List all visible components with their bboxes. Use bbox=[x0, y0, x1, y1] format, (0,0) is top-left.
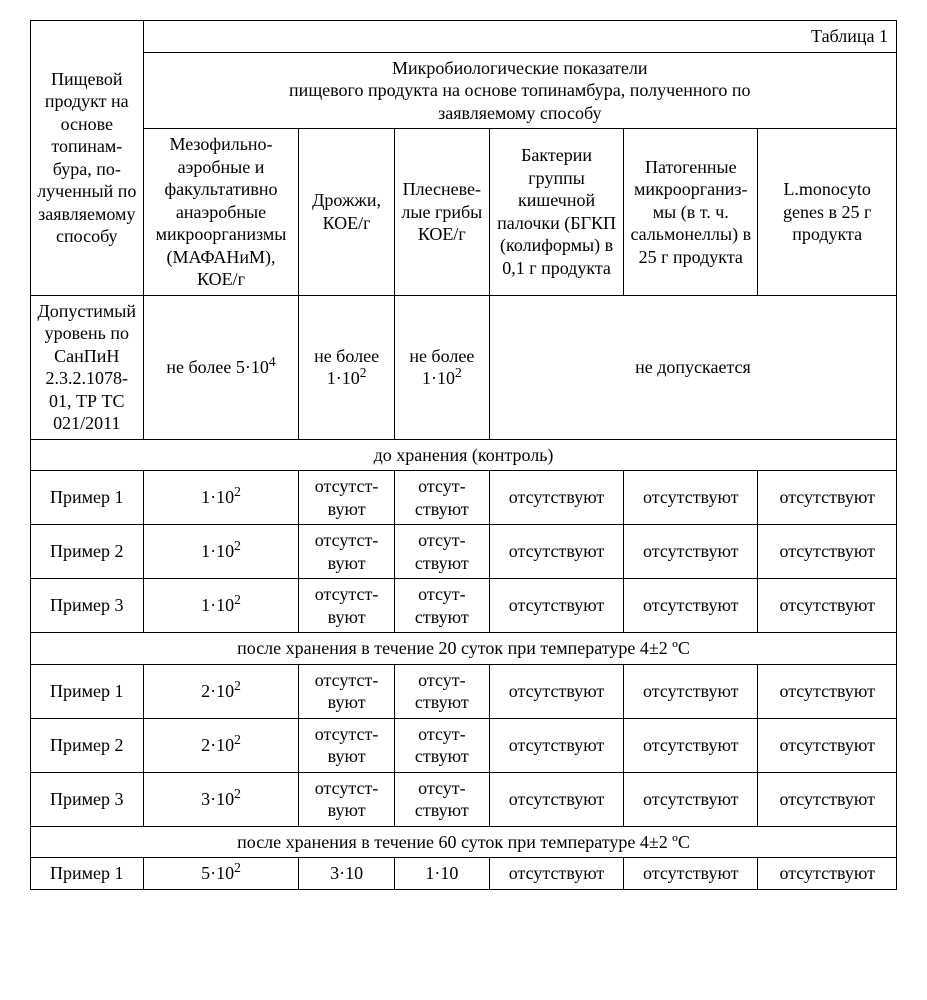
limit-c2: не более 1·102 bbox=[299, 295, 394, 439]
limit-label: Допусти­мый уро­вень по СанПиН 2.3.2.107… bbox=[31, 295, 144, 439]
cell-absent: отсутству­ют bbox=[489, 858, 623, 890]
cell-value: 1·102 bbox=[143, 525, 299, 579]
cell-absent: отсут­ствуют bbox=[394, 664, 489, 718]
cell-absent: отсутству­ют bbox=[758, 772, 897, 826]
cell-value: 3·102 bbox=[143, 772, 299, 826]
cell-absent: отсутству­ют bbox=[758, 525, 897, 579]
limit-row: Допусти­мый уро­вень по СанПиН 2.3.2.107… bbox=[31, 295, 897, 439]
table-row: Пример 1 2·102 отсутст­вуют отсут­ствуют… bbox=[31, 664, 897, 718]
cell-absent: отсутст­вуют bbox=[299, 471, 394, 525]
cell-absent: отсутству­ют bbox=[624, 525, 758, 579]
row-label: Пример 3 bbox=[31, 772, 144, 826]
row-header-main: Пищевой продукт на основе топинам­бура, … bbox=[31, 21, 144, 296]
cell-absent: отсутству­ют bbox=[489, 718, 623, 772]
table-row: Пример 2 2·102 отсутст­вуют отсут­ствуют… bbox=[31, 718, 897, 772]
table-number-label: Таблица 1 bbox=[143, 21, 896, 53]
section-60d: после хранения в течение 60 суток при те… bbox=[31, 826, 897, 858]
column-headers-row: Мезофильно-аэробные и факультатив­но ана… bbox=[31, 129, 897, 296]
main-header: Микробиологические показатели пищевого п… bbox=[143, 52, 896, 129]
microbio-table: Пищевой продукт на основе топинам­бура, … bbox=[30, 20, 897, 890]
table-row: Пример 3 3·102 отсутст­вуют отсут­ствуют… bbox=[31, 772, 897, 826]
cell-absent: отсутст­вуют bbox=[299, 664, 394, 718]
cell-absent: отсутст­вуют bbox=[299, 525, 394, 579]
section-20d: после хранения в течение 20 суток при те… bbox=[31, 633, 897, 665]
cell-absent: отсут­ствуют bbox=[394, 579, 489, 633]
row-label: Пример 2 bbox=[31, 718, 144, 772]
cell-absent: отсутству­ют bbox=[624, 471, 758, 525]
main-header-row: Микробиологические показатели пищевого п… bbox=[31, 52, 897, 129]
section3-label: после хранения в течение 60 суток при те… bbox=[31, 826, 897, 858]
cell-absent: отсутству­ют bbox=[758, 664, 897, 718]
cell-absent: отсутству­ют bbox=[624, 664, 758, 718]
limit-c1: не более 5·104 bbox=[143, 295, 299, 439]
cell-absent: отсутству­ют bbox=[758, 718, 897, 772]
cell-value: 5·102 bbox=[143, 858, 299, 890]
cell-absent: отсутству­ют bbox=[624, 718, 758, 772]
table-label-row: Пищевой продукт на основе топинам­бура, … bbox=[31, 21, 897, 53]
col-listeria: L.monocyto genes в 25 г продукта bbox=[758, 129, 897, 296]
limit-c3: не бо­лее 1·102 bbox=[394, 295, 489, 439]
cell-absent: отсутству­ют bbox=[758, 579, 897, 633]
cell-absent: отсутству­ют bbox=[489, 471, 623, 525]
table-row: Пример 1 5·102 3·10 1·10 отсутству­ют от… bbox=[31, 858, 897, 890]
section2-label: после хранения в течение 20 суток при те… bbox=[31, 633, 897, 665]
cell-absent: отсутству­ют bbox=[758, 858, 897, 890]
row-label: Пример 3 bbox=[31, 579, 144, 633]
cell-absent: отсутству­ют bbox=[489, 664, 623, 718]
cell-value: 2·102 bbox=[143, 664, 299, 718]
cell-value: 3·10 bbox=[299, 858, 394, 890]
cell-absent: отсут­ствуют bbox=[394, 525, 489, 579]
cell-absent: отсутству­ют bbox=[489, 525, 623, 579]
table-row: Пример 1 1·102 отсутст­вуют отсут­ствуют… bbox=[31, 471, 897, 525]
cell-absent: отсутст­вуют bbox=[299, 718, 394, 772]
cell-absent: отсутст­вуют bbox=[299, 579, 394, 633]
row-label: Пример 1 bbox=[31, 471, 144, 525]
cell-value: 2·102 bbox=[143, 718, 299, 772]
cell-absent: отсутству­ют bbox=[489, 579, 623, 633]
cell-value: 1·10 bbox=[394, 858, 489, 890]
col-mafanm: Мезофильно-аэробные и факультатив­но ана… bbox=[143, 129, 299, 296]
cell-value: 1·102 bbox=[143, 579, 299, 633]
col-mold: Плес­неве­лые грибы КОЕ/г bbox=[394, 129, 489, 296]
section-before-storage: до хранения (контроль) bbox=[31, 439, 897, 471]
table-row: Пример 3 1·102 отсутст­вуют отсут­ствуют… bbox=[31, 579, 897, 633]
cell-absent: отсутству­ют bbox=[624, 579, 758, 633]
row-label: Пример 2 bbox=[31, 525, 144, 579]
cell-absent: отсут­ствуют bbox=[394, 718, 489, 772]
row-label: Пример 1 bbox=[31, 664, 144, 718]
limit-merged: не допускается bbox=[489, 295, 896, 439]
cell-absent: отсутству­ют bbox=[758, 471, 897, 525]
cell-value: 1·102 bbox=[143, 471, 299, 525]
table-row: Пример 2 1·102 отсутст­вуют отсут­ствуют… bbox=[31, 525, 897, 579]
cell-absent: отсутству­ют bbox=[624, 858, 758, 890]
cell-absent: отсутству­ют bbox=[624, 772, 758, 826]
cell-absent: отсутству­ют bbox=[489, 772, 623, 826]
col-pathogens: Патоген­ные мик­роорганиз­мы (в т. ч. са… bbox=[624, 129, 758, 296]
col-yeast: Дрож­жи, КОЕ/г bbox=[299, 129, 394, 296]
cell-absent: отсутст­вуют bbox=[299, 772, 394, 826]
cell-absent: отсут­ствуют bbox=[394, 772, 489, 826]
col-coliforms: Бактерии группы кишечной палочки (БГКП (… bbox=[489, 129, 623, 296]
cell-absent: отсут­ствуют bbox=[394, 471, 489, 525]
row-label: Пример 1 bbox=[31, 858, 144, 890]
section1-label: до хранения (контроль) bbox=[31, 439, 897, 471]
